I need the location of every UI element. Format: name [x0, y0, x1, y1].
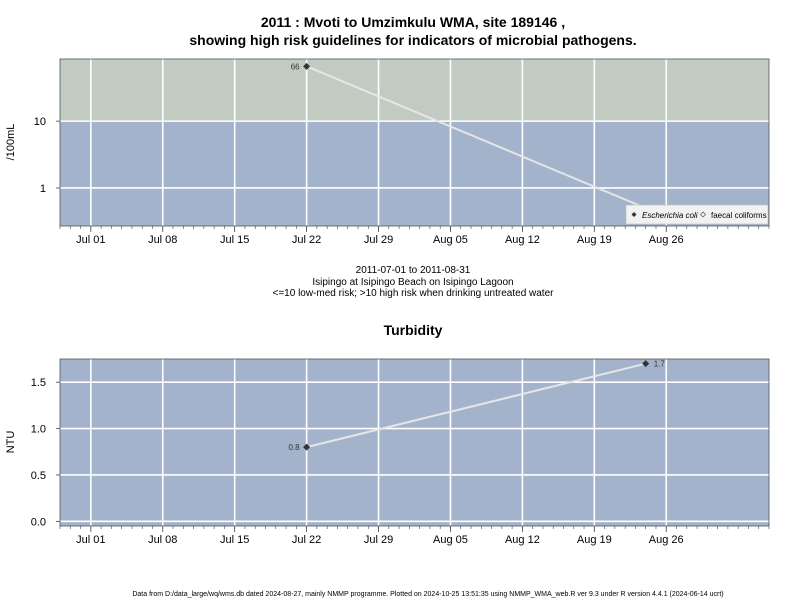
data-label: 66: [291, 62, 300, 71]
x-tick-label: Jul 15: [220, 534, 249, 546]
series-line: [306, 65, 647, 210]
grid: [60, 59, 769, 226]
x-axis: Jul 01 Jul 08 Jul 15 Jul 22 Jul 29 Aug 05 Aug …: [59, 226, 770, 246]
x-tick-label: Jul 22: [292, 234, 321, 246]
chart-title-line2: showing high risk guidelines for indicat…: [189, 32, 636, 48]
x-tick-label: Aug 19: [577, 534, 612, 546]
legend-faecal-marker-icon: [700, 211, 706, 218]
y-axis-label: NTU: [5, 431, 17, 454]
risk-bands: [60, 59, 769, 226]
caption-risk-note: <=10 low-med risk; >10 high risk when dr…: [273, 288, 555, 299]
x-tick-label: Jul 08: [148, 534, 177, 546]
caption-site: Isipingo at Isipingo Beach on Isipingo L…: [312, 277, 513, 288]
x-tick-label: Aug 26: [649, 534, 684, 546]
x-tick-label: Jul 29: [364, 534, 393, 546]
x-axis: Jul 01 Jul 08 Jul 15 Jul 22 Jul 29 Aug 05 Aug …: [59, 526, 770, 546]
y-tick-label: 0.5: [31, 470, 46, 482]
y-tick-label: 10: [34, 116, 46, 128]
turbidity-title: Turbidity: [384, 322, 443, 338]
x-tick-label: Jul 01: [76, 534, 105, 546]
turbidity-chart: Turbidity 0.0 0.5 1.0 1.5 Jul 01 Jul 08 Jul 1…: [5, 322, 770, 546]
x-tick-label: Aug 19: [577, 234, 612, 246]
x-tick-label: Aug 12: [505, 534, 540, 546]
caption-date-range: 2011-07-01 to 2011-08-31: [356, 265, 471, 276]
legend-box: [625, 204, 769, 225]
y-tick-label: 0.0: [31, 516, 46, 528]
x-tick-label: Jul 15: [220, 234, 249, 246]
plot-frame: [59, 58, 770, 227]
background-band: [60, 359, 769, 526]
y-axis: 1 10: [34, 116, 60, 195]
legend-ecoli-label: Escherichia coli: [642, 211, 698, 220]
data-point: [303, 62, 311, 70]
x-tick-label: Aug 12: [505, 234, 540, 246]
data-point: [303, 443, 311, 451]
legend-faecal-label: faecal coliforms: [711, 211, 767, 220]
data-point: [642, 360, 650, 368]
chart-title-line1: 2011 : Mvoti to Umzimkulu WMA, site 1891…: [261, 14, 565, 30]
footer-note: Data from D:/data_large/wq/wms.db dated …: [132, 591, 723, 598]
data-label: 1.7: [654, 360, 666, 369]
x-tick-label: Aug 26: [649, 234, 684, 246]
data-series: 0.8 1.7: [288, 360, 665, 453]
grid: [60, 359, 769, 526]
plot-frame: [59, 358, 770, 527]
y-axis: 0.0 0.5 1.0 1.5: [31, 377, 60, 528]
x-tick-label: Aug 05: [433, 234, 468, 246]
band-0: [60, 359, 769, 526]
y-tick-label: 1.5: [31, 377, 46, 389]
caption: 2011-07-01 to 2011-08-31 Isipingo at Isi…: [273, 265, 555, 299]
x-tick-label: Jul 08: [148, 234, 177, 246]
y-tick-label: 1.0: [31, 424, 46, 436]
x-tick-label: Jul 01: [76, 234, 105, 246]
y-axis-label: /100mL: [5, 124, 17, 161]
series-line: [306, 362, 646, 449]
microbial-chart: 2011 : Mvoti to Umzimkulu WMA, site 1891…: [5, 14, 770, 246]
x-tick-label: Jul 29: [364, 234, 393, 246]
legend-ecoli-marker-icon: [631, 212, 637, 217]
x-tick-label: Aug 05: [433, 534, 468, 546]
x-tick-label: Jul 22: [292, 534, 321, 546]
legend: Escherichia coli faecal coliforms: [625, 204, 769, 225]
data-label: 0.8: [288, 443, 300, 452]
y-tick-label: 1: [40, 183, 46, 195]
